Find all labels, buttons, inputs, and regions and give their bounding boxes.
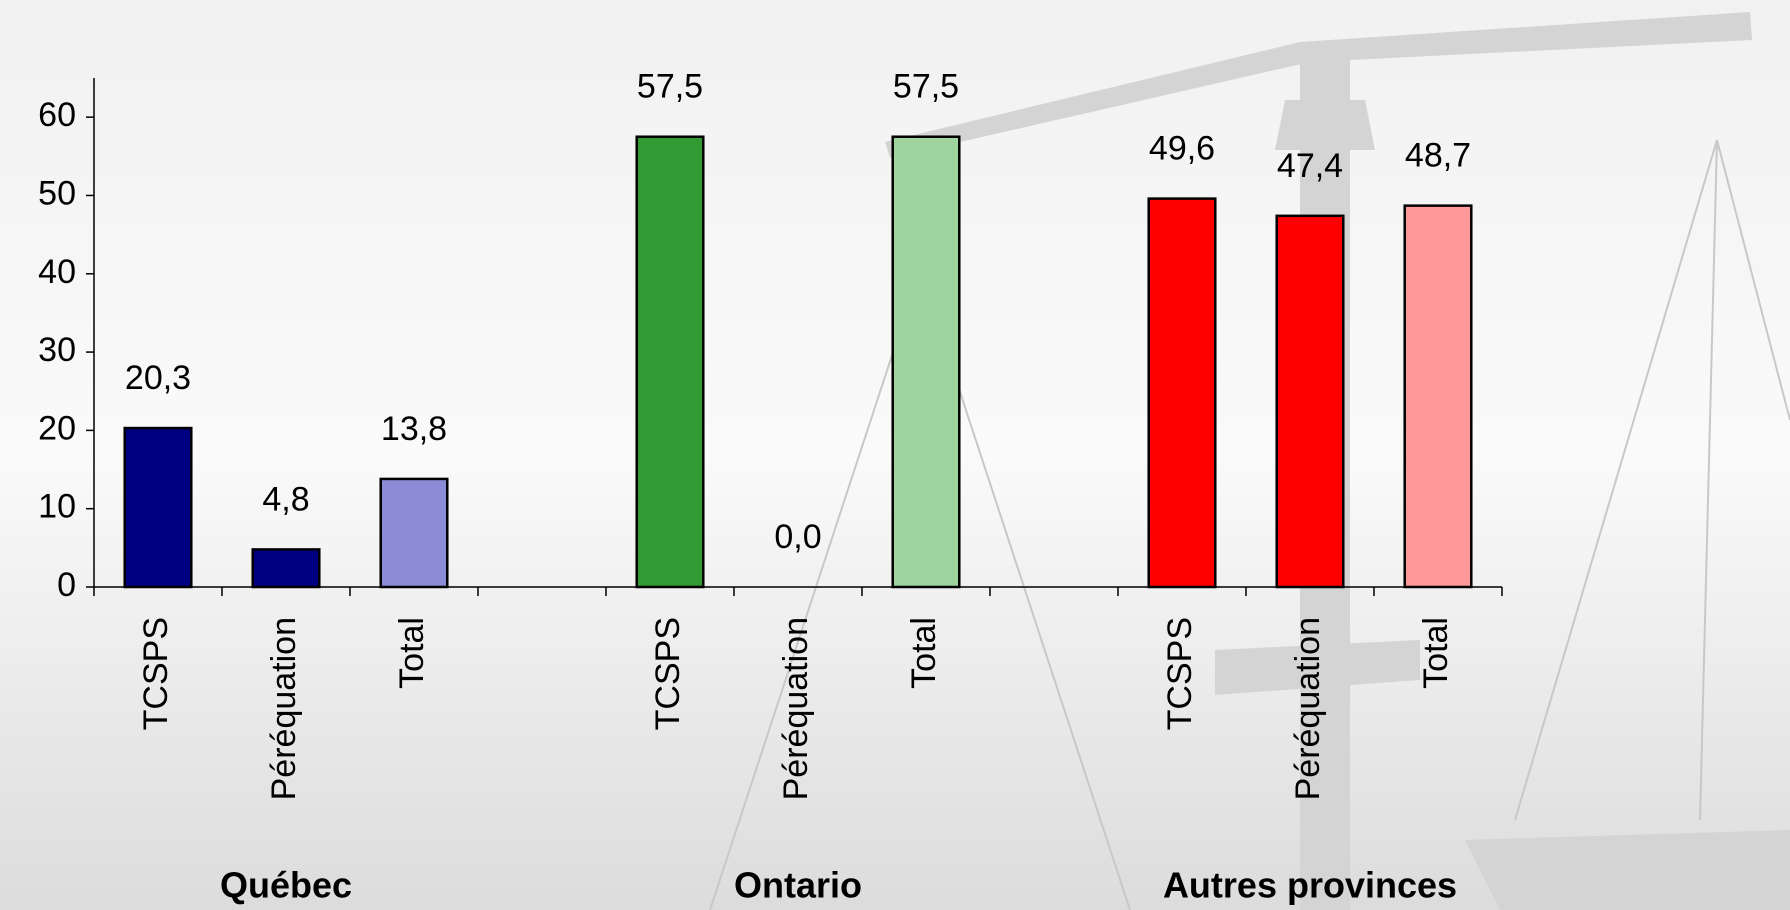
- y-tick-label: 30: [38, 331, 76, 369]
- value-label: 57,5: [637, 68, 703, 106]
- group-label: Autres provinces: [1163, 865, 1457, 906]
- x-tick-label: Total: [1417, 617, 1455, 689]
- bar: [123, 426, 193, 589]
- value-label: 20,3: [125, 359, 191, 397]
- bar: [1275, 214, 1345, 589]
- bar: [379, 477, 449, 589]
- y-tick-label: 40: [38, 253, 76, 291]
- x-tick-label: TCSPS: [1161, 617, 1199, 730]
- group-label: Ontario: [734, 865, 862, 906]
- x-tick-label: Péréquation: [265, 617, 303, 800]
- value-label: 57,5: [893, 68, 959, 106]
- value-label: 13,8: [381, 410, 447, 448]
- bar: [1403, 204, 1473, 589]
- x-tick-label: TCSPS: [649, 617, 687, 730]
- x-tick-label: Péréquation: [777, 617, 815, 800]
- x-tick-label: Total: [905, 617, 943, 689]
- bar: [251, 548, 321, 589]
- y-tick-label: 10: [38, 488, 76, 526]
- y-tick-label: 0: [57, 566, 76, 604]
- value-label: 49,6: [1149, 130, 1215, 168]
- y-tick-label: 60: [38, 96, 76, 134]
- y-tick-label: 20: [38, 409, 76, 447]
- group-label: Québec: [220, 865, 352, 906]
- x-tick-label: Péréquation: [1289, 617, 1327, 800]
- bar: [1147, 197, 1217, 589]
- value-label: 0,0: [774, 518, 821, 556]
- value-label: 48,7: [1405, 137, 1471, 175]
- x-tick-label: TCSPS: [137, 617, 175, 730]
- y-tick-label: 50: [38, 174, 76, 212]
- bar: [891, 135, 961, 589]
- bar: [635, 135, 705, 589]
- value-label: 47,4: [1277, 147, 1343, 185]
- value-label: 4,8: [262, 480, 309, 518]
- x-tick-label: Total: [393, 617, 431, 689]
- scale-decoration: [885, 12, 1790, 910]
